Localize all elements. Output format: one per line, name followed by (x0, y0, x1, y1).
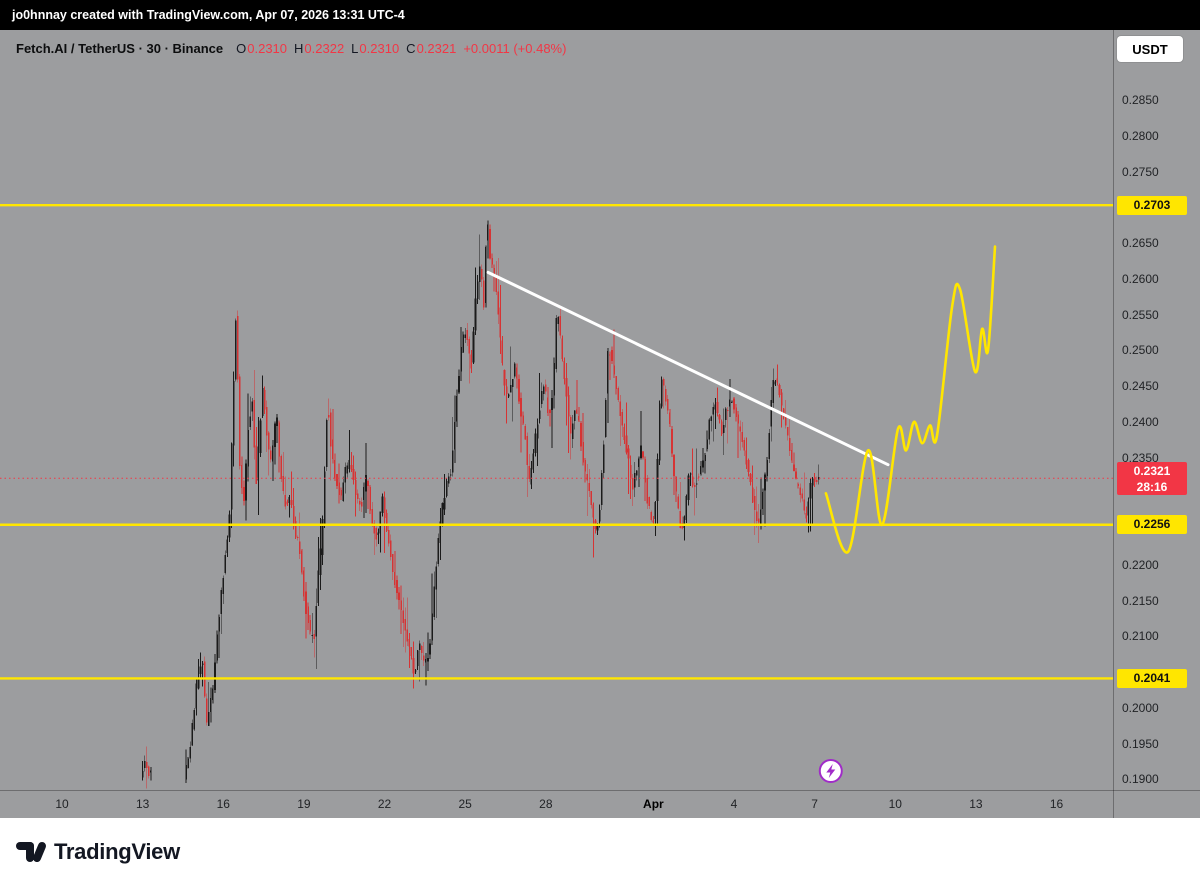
time-tick[interactable]: 13 (969, 797, 983, 811)
price-tick[interactable]: 0.2100 (1122, 629, 1159, 644)
interval-label: 30 (146, 41, 161, 56)
price-tick[interactable]: 0.2200 (1122, 557, 1159, 572)
ohlc-values: O0.2310 H0.2322 L0.2310 C0.2321 +0.0011 (+0.… (229, 41, 566, 56)
low-value: 0.2310 (359, 41, 400, 56)
price-tick[interactable]: 0.2450 (1122, 379, 1159, 394)
price-tick[interactable]: 0.2800 (1122, 128, 1159, 143)
price-tick[interactable]: 0.1900 (1122, 772, 1159, 787)
candles-layer[interactable] (141, 220, 820, 789)
time-tick[interactable]: 28 (539, 797, 553, 811)
time-tick[interactable]: 16 (1049, 797, 1064, 811)
time-scale[interactable]: 10 13 16 19 22 25 28 Apr 4 7 10 13 16 (0, 790, 1200, 818)
level-lines[interactable] (0, 203, 1113, 680)
last-price-tag: 0.2321 28:16 (1117, 461, 1187, 495)
high-value: 0.2322 (304, 41, 345, 56)
price-tick[interactable]: 0.2750 (1122, 164, 1159, 179)
level-price-tag[interactable]: 0.2703 (1117, 195, 1187, 215)
time-tick[interactable]: 19 (297, 797, 311, 811)
low-label: L (351, 41, 359, 56)
close-value: 0.2321 (416, 41, 457, 56)
price-tick[interactable]: 0.2850 (1122, 93, 1159, 108)
boost-lightning-icon[interactable] (818, 759, 843, 783)
price-tick[interactable]: 0.2500 (1122, 343, 1159, 358)
open-label: O (236, 41, 247, 56)
time-tick[interactable]: Apr (643, 797, 664, 811)
level-price-tag[interactable]: 0.2256 (1117, 515, 1187, 535)
countdown-timer: 28:16 (1136, 479, 1168, 494)
high-label: H (294, 41, 304, 56)
symbol-title[interactable]: Fetch.AI / TetherUS · 30 · Binance (16, 41, 224, 56)
price-tick[interactable]: 0.2400 (1122, 414, 1159, 429)
brand-text: TradingView (54, 838, 180, 864)
attribution-bar: jo0hnnay created with TradingView.com, A… (0, 0, 1200, 30)
price-scale[interactable]: 0.2850 0.2800 0.2750 0.2650 0.2600 0.2550 0.25… (1113, 30, 1200, 818)
chart-panel: Fetch.AI / TetherUS · 30 · Binance O0.231… (0, 30, 1200, 818)
projection-drawing[interactable] (824, 245, 997, 554)
time-tick[interactable]: 10 (55, 797, 69, 811)
exchange-label: Binance (172, 41, 224, 56)
currency-toggle-button[interactable]: USDT (1117, 36, 1183, 62)
time-tick[interactable]: 25 (458, 797, 472, 811)
price-tick[interactable]: 0.2150 (1122, 593, 1159, 608)
price-tick[interactable]: 0.2600 (1122, 271, 1159, 286)
price-chart-canvas[interactable] (0, 30, 1113, 790)
price-tick[interactable]: 0.1950 (1122, 736, 1159, 751)
last-price-value: 0.2321 (1133, 463, 1171, 478)
chart-legend[interactable]: Fetch.AI / TetherUS · 30 · Binance O0.231… (16, 41, 566, 56)
time-tick[interactable]: 4 (730, 797, 738, 811)
price-tick[interactable]: 0.2000 (1122, 700, 1159, 715)
level-price-tag[interactable]: 0.2041 (1117, 668, 1187, 688)
close-label: C (406, 41, 416, 56)
symbol-name: Fetch.AI / TetherUS (16, 41, 135, 56)
time-tick[interactable]: 22 (377, 797, 392, 811)
time-tick[interactable]: 10 (888, 797, 902, 811)
time-tick[interactable]: 13 (135, 797, 150, 811)
price-tick[interactable]: 0.2550 (1122, 307, 1159, 322)
open-value: 0.2310 (247, 41, 288, 56)
time-tick[interactable]: 16 (216, 797, 230, 811)
price-tick[interactable]: 0.2350 (1122, 450, 1159, 465)
attribution-text: jo0hnnay created with TradingView.com, A… (12, 8, 405, 22)
tradingview-logo-icon (16, 841, 46, 862)
time-tick[interactable]: 7 (811, 797, 818, 811)
change-value: +0.0011 (+0.48%) (463, 41, 567, 56)
trendline-drawing[interactable] (486, 270, 890, 467)
price-tick[interactable]: 0.2650 (1122, 236, 1159, 251)
footer-bar: TradingView (0, 818, 1200, 885)
